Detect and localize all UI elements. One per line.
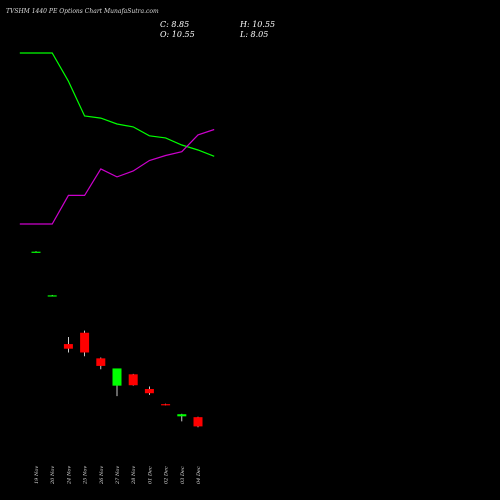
x-tick-label: 03 Dec — [180, 466, 186, 484]
x-tick-label: 24 Nov — [66, 466, 72, 485]
series-line-1 — [19, 128, 215, 225]
open-value: O: 10.55 — [160, 30, 195, 39]
candle-body-3 — [80, 332, 90, 353]
candle-body-9 — [177, 414, 187, 417]
x-tick-label: 28 Nov — [131, 466, 137, 485]
candle-body-4 — [96, 358, 106, 366]
low-value: L: 8.05 — [240, 30, 269, 39]
candle-body-1 — [47, 295, 57, 297]
candle-body-6 — [128, 374, 138, 386]
x-tick-label: 20 Nov — [50, 466, 56, 485]
x-tick-label: 25 Nov — [83, 466, 89, 485]
x-tick-label: 19 Nov — [34, 466, 40, 484]
candle-body-8 — [161, 404, 171, 406]
series-line-0 — [19, 52, 215, 157]
candle-body-10 — [193, 417, 203, 427]
candle-body-2 — [63, 344, 73, 349]
x-tick-label: 27 Nov — [115, 466, 121, 485]
x-tick-label: 04 Dec — [196, 466, 202, 484]
x-tick-label: 01 Dec — [147, 466, 153, 484]
close-value: C: 8.85 — [160, 20, 190, 29]
candle-body-5 — [112, 368, 122, 386]
x-tick-label: 02 Dec — [164, 466, 170, 484]
x-tick-label: 26 Nov — [99, 466, 105, 485]
high-value: H: 10.55 — [240, 20, 276, 29]
candle-body-0 — [31, 251, 41, 253]
candle-body-7 — [144, 389, 154, 394]
chart-title: TVSHM 1440 PE Options Chart MunafaSutra.… — [6, 8, 159, 15]
